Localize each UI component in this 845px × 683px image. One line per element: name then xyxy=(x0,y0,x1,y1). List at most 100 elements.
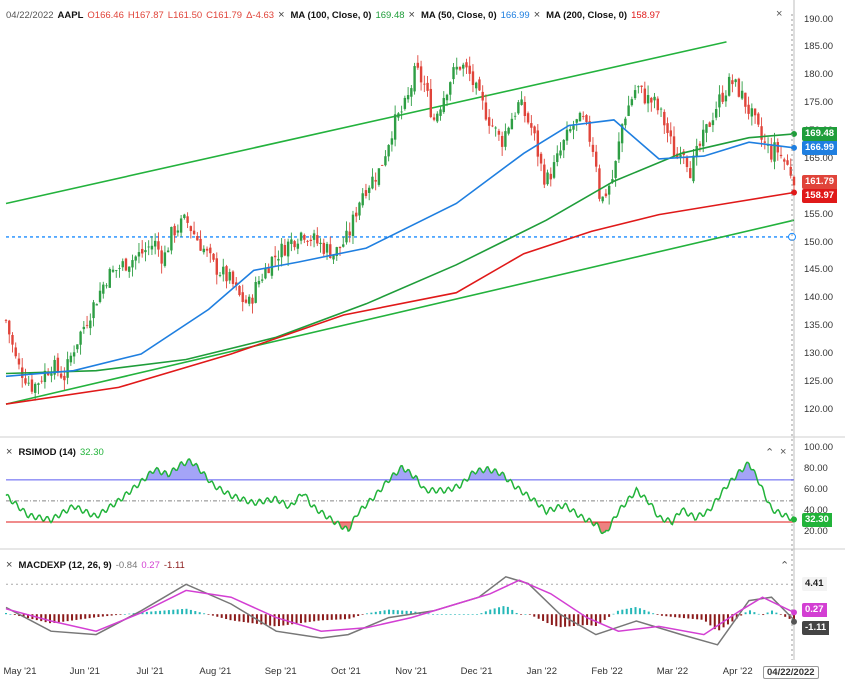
remove-rsi-icon[interactable]: × xyxy=(6,446,13,458)
candle xyxy=(342,244,345,247)
macd-histogram-bar xyxy=(467,614,470,615)
macd-histogram-bar xyxy=(317,614,320,621)
candle xyxy=(89,320,92,329)
macd-histogram-bar xyxy=(564,614,567,627)
candle xyxy=(455,66,458,70)
candle xyxy=(92,302,95,319)
remove-macd-icon[interactable]: × xyxy=(6,559,13,571)
candle xyxy=(770,145,773,160)
candle xyxy=(33,383,37,393)
candle xyxy=(637,86,640,88)
candle xyxy=(160,250,163,264)
rsi-tick-label: 20.00 xyxy=(804,526,828,538)
candle xyxy=(254,282,257,303)
macd-histogram-bar xyxy=(656,614,659,615)
candle xyxy=(604,193,608,197)
price-tick-label: 180.00 xyxy=(804,69,834,81)
candle xyxy=(591,144,595,152)
candle xyxy=(601,196,604,202)
macd-histogram-bar xyxy=(9,613,12,615)
candle xyxy=(500,135,504,147)
candle xyxy=(552,162,556,178)
candle xyxy=(367,187,371,193)
header-symbol: AAPL xyxy=(57,9,84,21)
macd-histogram-bar xyxy=(506,606,509,615)
macd-histogram-bar xyxy=(572,614,575,627)
macd-high-badge: 4.41 xyxy=(802,577,827,592)
macd-histogram-bar xyxy=(269,614,272,626)
candle xyxy=(617,141,621,160)
macd-histogram-bar xyxy=(682,614,685,619)
macd-histogram-bar xyxy=(396,610,399,615)
macd-histogram-bar xyxy=(612,613,615,615)
candle xyxy=(137,252,141,257)
candle xyxy=(348,231,351,236)
candle xyxy=(11,334,14,345)
collapse-rsi-icon[interactable]: ⌃ xyxy=(765,447,775,459)
candle xyxy=(345,230,348,243)
close-rsi-icon[interactable]: × xyxy=(780,446,787,458)
candle xyxy=(510,118,514,130)
candle xyxy=(585,115,588,123)
price-tick-label: 190.00 xyxy=(804,13,834,25)
price-tick-label: 150.00 xyxy=(804,236,834,248)
candle xyxy=(750,108,754,117)
candle xyxy=(403,97,407,109)
macd-histogram-bar xyxy=(559,614,562,628)
candle xyxy=(235,282,238,286)
collapse-macd-icon[interactable]: ⌃ xyxy=(780,560,790,572)
candle xyxy=(286,241,290,257)
macd-histogram-badge: -1.11 xyxy=(802,620,830,635)
candle xyxy=(59,373,63,378)
candle xyxy=(779,154,783,157)
candle xyxy=(445,94,449,101)
price-tick-label: 185.00 xyxy=(804,41,834,53)
macd-histogram-bar xyxy=(291,614,294,625)
macd-histogram-bar xyxy=(770,610,773,615)
macd-histogram-bar xyxy=(546,614,549,624)
candle xyxy=(523,102,527,117)
candle xyxy=(614,160,617,178)
candle xyxy=(471,71,475,85)
candle xyxy=(66,359,69,378)
remove-ma50-icon[interactable]: × xyxy=(408,9,415,21)
macd-histogram-bar xyxy=(326,614,329,621)
macd-histogram-bar xyxy=(511,609,514,615)
candle xyxy=(731,80,734,85)
macd-histogram-bar xyxy=(383,610,386,615)
macd-histogram-bar xyxy=(638,608,641,615)
remove-ma200-icon[interactable]: × xyxy=(533,9,541,21)
macd-histogram-bar xyxy=(84,614,87,619)
candle xyxy=(449,82,452,95)
macd-histogram-bar xyxy=(550,614,553,625)
macd-histogram-bar xyxy=(308,614,311,622)
price-tick-label: 145.00 xyxy=(804,264,834,276)
close-main-pane-icon[interactable]: × xyxy=(776,8,783,20)
candle xyxy=(199,238,202,251)
macd-histogram-bar xyxy=(207,614,210,615)
candle xyxy=(620,124,624,144)
candle xyxy=(481,91,484,101)
candle xyxy=(374,179,377,182)
price-tick-label: 125.00 xyxy=(804,375,834,387)
macd-histogram-bar xyxy=(93,614,96,618)
macd-histogram-bar xyxy=(106,614,109,617)
candle xyxy=(689,168,692,179)
rsi-line xyxy=(5,458,795,535)
macd-histogram-bar xyxy=(273,614,276,627)
macd-histogram-bar xyxy=(132,613,135,615)
macd-histogram-bar xyxy=(348,614,351,619)
remove-ma100-icon[interactable]: × xyxy=(278,9,285,21)
macd-histogram-bar xyxy=(436,614,439,615)
candle xyxy=(82,326,86,330)
macd-histogram-bar xyxy=(49,614,52,624)
candle xyxy=(786,160,789,165)
candle xyxy=(643,88,647,104)
candle xyxy=(144,250,147,253)
ma200-value: 158.97 xyxy=(631,9,661,21)
macd-histogram-bar xyxy=(577,614,580,626)
macd-histogram-bar xyxy=(449,614,452,615)
candle xyxy=(640,85,643,87)
